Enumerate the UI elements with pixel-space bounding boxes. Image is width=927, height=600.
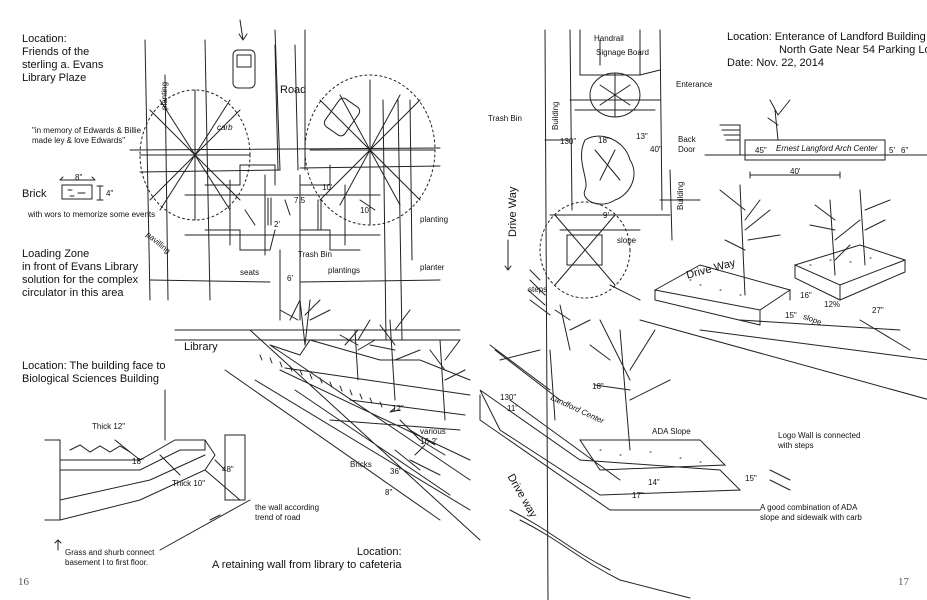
dim-12-label: 12" (392, 404, 404, 413)
dim-15-label: 15" (785, 311, 797, 320)
thick-10-label: Thick 10" (172, 479, 206, 488)
wall-section-sketch (44, 389, 251, 551)
enterance-label: Enterance (676, 80, 713, 89)
dim-6-label: 6' (287, 274, 293, 283)
plantings-label: plantings (328, 266, 361, 275)
building-label-2: Building (676, 181, 685, 210)
various-label: various 16-2' (420, 427, 446, 446)
wall-section-location: Location: The building face to Biologica… (22, 360, 166, 385)
dim-8-label: 8" (385, 488, 393, 497)
brick-note: with wors to memorize some events (28, 210, 156, 219)
page-number-left: 16 (18, 576, 29, 588)
trash-bin-label: Trash Bin (298, 250, 332, 259)
carb-label: carb (217, 123, 233, 132)
dim-10b-label: 10' (360, 206, 371, 215)
planting-right-label: planting (420, 215, 449, 224)
library-label: Library (184, 341, 218, 353)
right-location-label: Location: Enterance of Landford Building… (727, 31, 927, 69)
drive-way-label-1: Drive Way (507, 186, 519, 237)
sign-elevation-sketch (704, 99, 927, 179)
page-number-right: 17 (898, 576, 909, 588)
dim-40b-label: 40' (790, 167, 801, 176)
dim-48-label: 48" (222, 465, 234, 474)
plaza-location-label: Location: Friends of the sterling a. Eva… (22, 33, 104, 84)
wall-trend-note: the wall according trend of road (255, 503, 320, 522)
road-label: Road (280, 84, 307, 96)
ada-slope-label: ADA Slope (652, 427, 691, 436)
dim-45-label: 45" (755, 146, 767, 155)
logo-wall-note: Logo Wall is connected with steps (778, 431, 861, 450)
dim-6-right-label: 6" (901, 146, 909, 155)
back-door-label: Back Door (678, 135, 696, 154)
grass-arrow (54, 539, 62, 551)
dim-130-label: 130" (560, 137, 577, 146)
dim-18-right-label: 18" (598, 136, 610, 145)
dim-18b-label: 18" (592, 382, 604, 391)
memorial-quote: "in memory of Edwards & Billie made ley … (32, 126, 142, 145)
slope-label: slope (617, 236, 637, 245)
steps-label: steps (528, 285, 548, 294)
trash-bin-right-label: Trash Bin (488, 114, 522, 123)
handrail-label: Handrail (594, 34, 624, 43)
bricks-label: Bricks (350, 460, 372, 469)
dim-18-label: 18" (132, 457, 144, 466)
planter-label: planter (420, 263, 445, 272)
brick-symbol (59, 176, 104, 201)
dim-10-label: 10' (322, 183, 333, 192)
retaining-wall-location: Location: A retaining wall from library … (212, 546, 402, 571)
dim-40-label: 40" (650, 145, 662, 154)
dim-13-label: 13" (636, 132, 648, 141)
loading-zone-note: Loading Zone in front of Evans Library s… (22, 248, 139, 299)
plaza-plan-sketch (129, 19, 461, 341)
dim-17-label: 17" (632, 491, 644, 500)
grass-note: Grass and shurb connect basement I to fi… (65, 548, 155, 567)
brick-dim-width: 8" (75, 173, 83, 182)
dim-27-label: 27" (872, 306, 884, 315)
planting-top-label: planting (160, 81, 169, 110)
dim-11-label: 11' (507, 404, 517, 413)
dim-130b-label: 130" (500, 393, 517, 402)
brick-dim-height: 4" (106, 189, 114, 198)
signage-board-label: Signage Board (596, 48, 649, 57)
good-combination-note: A good combination of ADA slope and side… (760, 503, 862, 522)
landford-plan-sketch (504, 29, 701, 600)
dim-12pct-label: 12% (824, 300, 841, 309)
sign-text: Ernest Langford Arch Center (776, 144, 878, 153)
dim-9-label: 9' (603, 211, 609, 220)
brick-label: Brick (22, 188, 47, 200)
dim-15b-label: 15" (745, 474, 757, 483)
dim-36-label: 36" (390, 467, 402, 476)
seats-label: seats (240, 268, 260, 277)
dim-5-label: 5' (889, 146, 895, 155)
thick-12-label: Thick 12" (92, 422, 126, 431)
dim-2-label: 2' (274, 220, 280, 229)
building-label-1: Building (551, 101, 560, 130)
dim-7-5-label: 7.5 (294, 196, 306, 205)
dim-16-label: 16" (800, 291, 812, 300)
dim-14-label: 14" (648, 478, 660, 487)
planter-perspective-sketch (639, 184, 927, 400)
ada-slope-perspective-sketch (479, 304, 791, 599)
retaining-wall-sketch (224, 299, 481, 541)
